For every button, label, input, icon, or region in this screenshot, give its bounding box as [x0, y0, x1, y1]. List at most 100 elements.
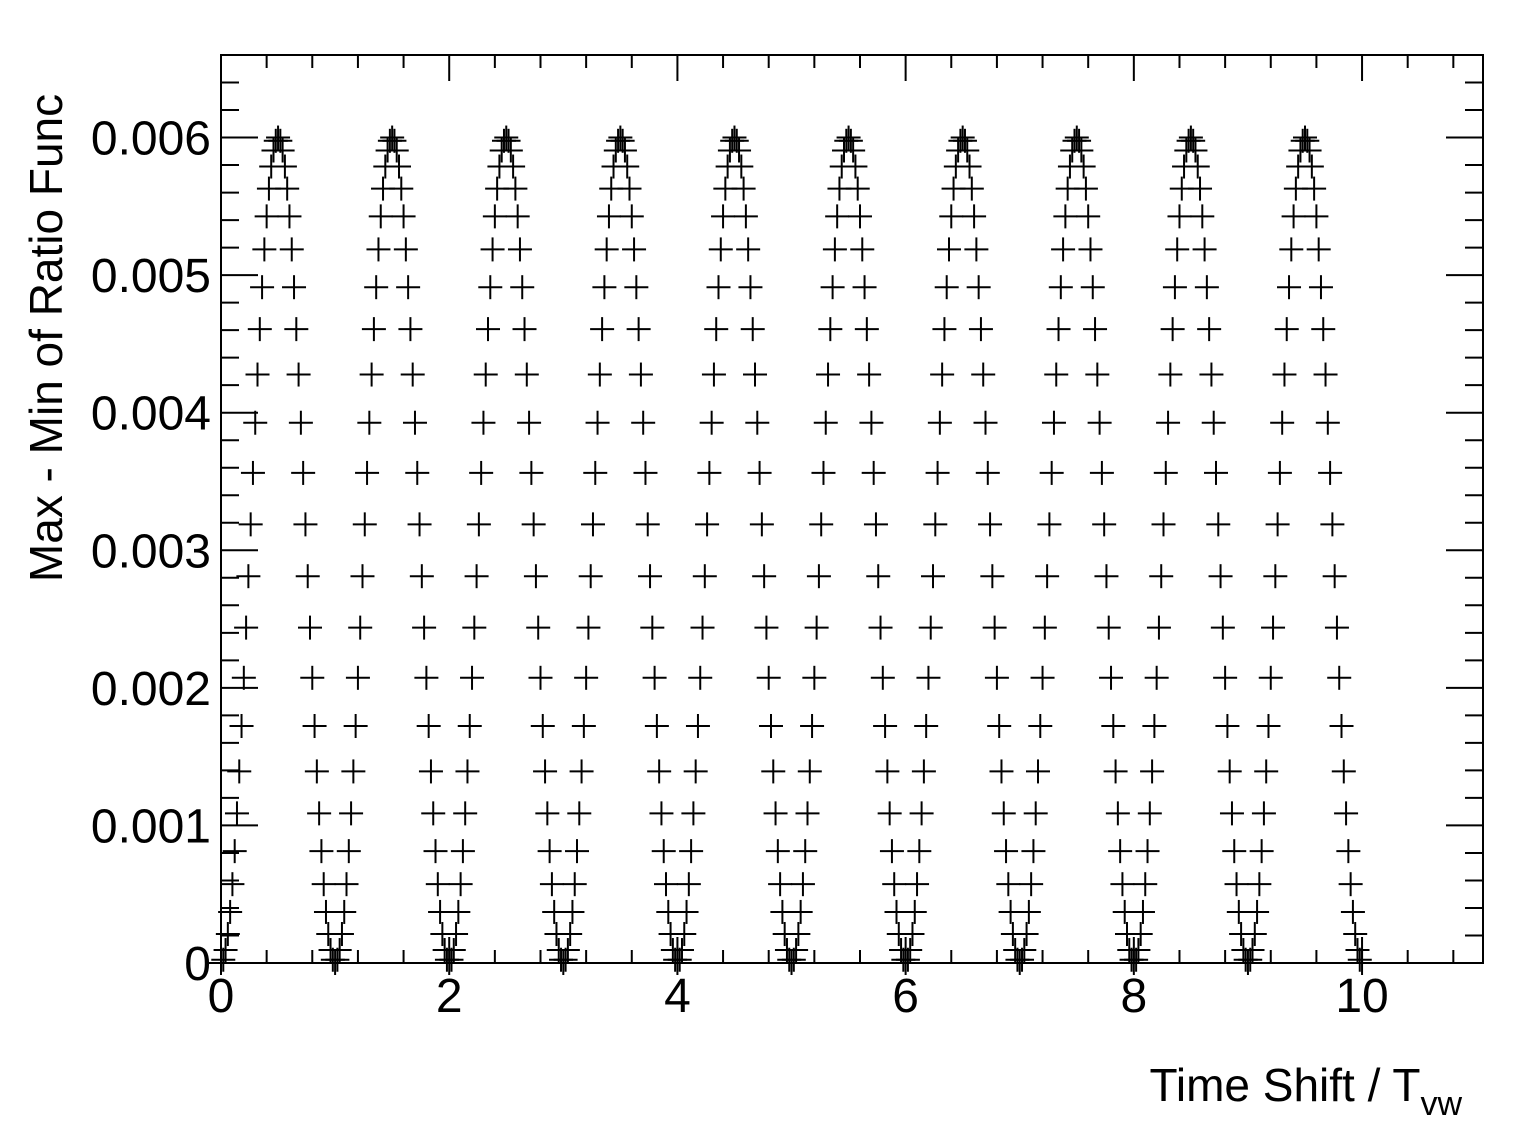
data-point: [286, 362, 311, 387]
data-point: [1185, 154, 1210, 179]
data-point: [701, 362, 726, 387]
data-point: [1096, 615, 1121, 640]
data-point: [1261, 615, 1286, 640]
data-point: [863, 512, 888, 537]
data-point: [952, 128, 977, 153]
data-point: [825, 204, 850, 229]
data-point: [425, 872, 450, 897]
data-point: [672, 922, 697, 947]
data-point: [307, 801, 332, 826]
data-point: [391, 204, 416, 229]
data-point: [875, 759, 900, 784]
data-point: [476, 317, 501, 342]
data-point: [1071, 154, 1096, 179]
y-tick-label: 0.004: [91, 388, 211, 441]
data-point: [304, 759, 329, 784]
data-point: [366, 237, 391, 262]
data-point: [1087, 410, 1112, 435]
data-point: [396, 275, 421, 300]
data-point: [617, 176, 642, 201]
data-point: [482, 204, 507, 229]
data-point: [364, 275, 389, 300]
data-point: [914, 714, 939, 739]
data-point: [939, 204, 964, 229]
data-point: [907, 839, 932, 864]
data-point: [215, 922, 240, 947]
data-point: [277, 204, 302, 229]
data-point: [934, 275, 959, 300]
data-point: [708, 237, 733, 262]
data-point: [279, 237, 304, 262]
data-point: [818, 317, 843, 342]
data-point: [336, 839, 361, 864]
data-point: [350, 564, 375, 589]
data-point: [622, 237, 647, 262]
data-point: [1048, 275, 1073, 300]
data-point: [927, 410, 952, 435]
data-point: [921, 564, 946, 589]
data-point: [341, 759, 366, 784]
data-point: [574, 665, 599, 690]
data-point: [674, 899, 699, 924]
data-point: [982, 615, 1007, 640]
data-point: [590, 317, 615, 342]
data-point: [758, 714, 783, 739]
data-point: [647, 759, 672, 784]
data-point: [973, 410, 998, 435]
data-point: [957, 154, 982, 179]
data-markers: [209, 125, 1375, 975]
data-point: [978, 512, 1003, 537]
data-point: [1037, 512, 1062, 537]
data-point: [697, 460, 722, 485]
data-point: [733, 204, 758, 229]
data-point: [608, 125, 633, 150]
data-point: [964, 237, 989, 262]
data-point: [1085, 362, 1110, 387]
data-point: [1304, 204, 1329, 229]
data-point: [1263, 564, 1288, 589]
data-point: [355, 460, 380, 485]
data-point: [533, 759, 558, 784]
data-point: [398, 317, 423, 342]
data-point: [731, 176, 756, 201]
data-point: [1158, 362, 1183, 387]
data-point: [950, 125, 975, 150]
data-point: [781, 947, 806, 972]
data-point: [1133, 872, 1158, 897]
data-point: [236, 564, 261, 589]
data-point: [1249, 839, 1274, 864]
data-point: [446, 899, 471, 924]
data-point: [740, 317, 765, 342]
data-point: [535, 801, 560, 826]
data-point: [416, 714, 441, 739]
data-point: [804, 615, 829, 640]
data-point: [1267, 460, 1292, 485]
data-point: [959, 176, 984, 201]
data-point: [1324, 615, 1349, 640]
data-point: [453, 801, 478, 826]
data-point: [665, 951, 690, 975]
data-point: [339, 801, 364, 826]
data-point: [790, 872, 815, 897]
data-point: [585, 410, 610, 435]
data-point: [1014, 922, 1039, 947]
data-point: [688, 665, 713, 690]
data-point: [736, 237, 761, 262]
data-point: [268, 128, 293, 153]
data-point: [1140, 759, 1165, 784]
data-point: [1194, 275, 1219, 300]
data-point: [649, 801, 674, 826]
data-point: [1315, 410, 1340, 435]
data-point: [553, 947, 578, 972]
data-point: [610, 128, 635, 153]
data-point: [635, 512, 660, 537]
y-tick-label: 0: [184, 938, 211, 991]
data-point: [870, 665, 895, 690]
data-point: [302, 714, 327, 739]
data-point: [987, 714, 1012, 739]
data-point: [272, 154, 297, 179]
data-point: [930, 362, 955, 387]
data-point: [243, 410, 268, 435]
data-point: [1217, 759, 1242, 784]
data-point: [558, 922, 583, 947]
